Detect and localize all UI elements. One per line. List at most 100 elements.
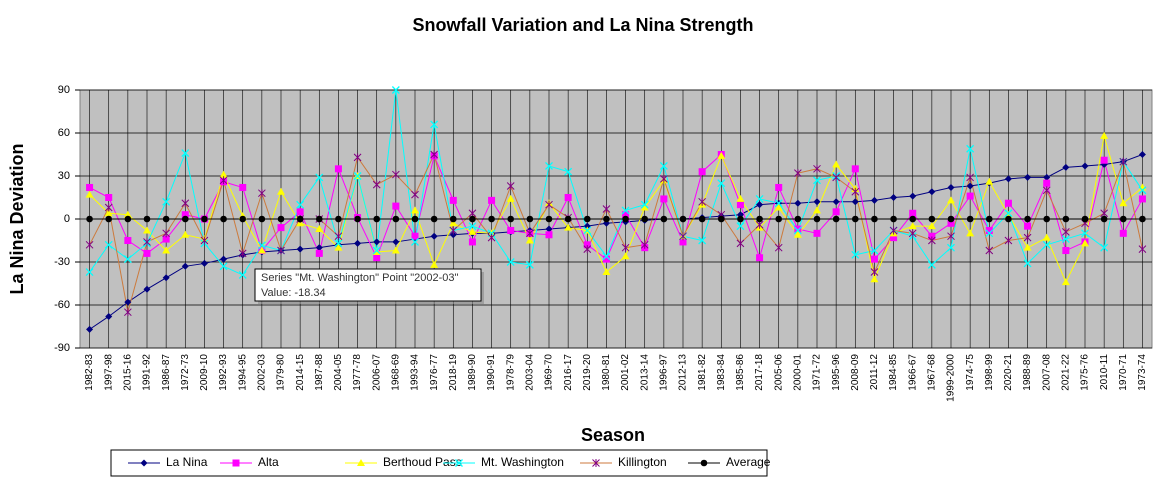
x-tick-label: 1984-85: [888, 354, 899, 391]
y-tick-label: -90: [54, 342, 70, 354]
point: [1043, 215, 1051, 223]
point: [603, 215, 610, 223]
point: [966, 229, 975, 237]
x-tick-label: 2014-15: [295, 354, 306, 391]
x-tick-label: 2005-06: [773, 354, 784, 391]
point: [315, 249, 323, 257]
point: [391, 86, 400, 94]
x-tick-label: 1970-71: [1118, 354, 1129, 391]
point: [1042, 233, 1051, 241]
point: [1024, 215, 1031, 223]
x-tick-label: 1988-89: [1022, 354, 1033, 391]
point: [545, 162, 553, 170]
point: [181, 230, 190, 238]
point: [928, 232, 936, 240]
point: [755, 194, 764, 203]
point: [506, 182, 515, 191]
point: [181, 262, 189, 270]
point: [181, 149, 190, 158]
point: [181, 215, 189, 223]
x-tick-label: 1982-83: [84, 354, 95, 391]
point: [86, 183, 94, 191]
x-tick-label: 2007-08: [1041, 354, 1052, 391]
point: [526, 229, 534, 238]
point: [257, 246, 266, 254]
legend-label: Average: [726, 455, 771, 469]
point: [219, 262, 228, 271]
point: [966, 215, 974, 223]
legend-label: Berthoud Pass: [383, 455, 462, 469]
point: [220, 255, 228, 263]
point: [736, 222, 745, 231]
x-tick-label: 1974-75: [965, 354, 976, 391]
point: [353, 172, 362, 180]
point: [372, 246, 381, 255]
x-tick-label: 1978-79: [505, 354, 516, 391]
point: [162, 246, 171, 254]
point: [124, 308, 132, 317]
point: [124, 237, 132, 244]
point: [372, 180, 381, 189]
point: [357, 459, 365, 466]
point: [200, 236, 209, 245]
point: [373, 215, 381, 223]
point: [947, 196, 955, 204]
point: [277, 187, 285, 195]
point: [909, 192, 917, 200]
x-tick-label: 1977-78: [352, 354, 363, 391]
point: [813, 229, 821, 237]
x-tick-label: 2018-19: [448, 354, 459, 391]
x-tick-label: 1980-81: [601, 354, 612, 391]
tooltip-box: [254, 268, 482, 302]
point: [334, 232, 343, 241]
point: [1043, 179, 1051, 187]
series-line: [89, 135, 1143, 284]
x-tick-label: 2009-10: [199, 354, 210, 391]
point: [737, 215, 744, 223]
point: [756, 215, 763, 223]
point: [1119, 229, 1127, 237]
legend-entries: La Nina Alta Berthoud Pass Mt. Washington Ki…: [128, 455, 771, 469]
x-tick-label: 1973-74: [1137, 354, 1148, 391]
x-tick-label: 1971-72: [812, 354, 823, 391]
x-tick-label: 2020-21: [1003, 354, 1014, 391]
point: [525, 260, 534, 269]
x-tick-label: 1990-91: [486, 354, 497, 391]
point: [1119, 215, 1127, 223]
point: [870, 255, 878, 263]
y-tick-label: -30: [54, 256, 70, 268]
x-tick-label: 1983-84: [716, 354, 727, 391]
point: [124, 215, 132, 223]
point: [659, 162, 668, 170]
point: [85, 190, 94, 198]
point: [622, 215, 629, 223]
point: [679, 238, 687, 246]
point: [200, 259, 208, 267]
point: [85, 240, 94, 249]
point: [411, 237, 419, 246]
point: [1062, 215, 1070, 223]
point: [966, 173, 974, 182]
chart-title: Snowfall Variation and La Nina Strength: [412, 15, 753, 35]
point: [392, 238, 400, 246]
point: [832, 198, 840, 206]
point: [717, 179, 726, 188]
point: [889, 226, 898, 235]
point: [736, 239, 745, 248]
point: [756, 254, 764, 262]
point: [1024, 173, 1032, 181]
point: [775, 183, 783, 191]
x-tick-label: 2012-13: [678, 354, 689, 391]
point: [334, 243, 343, 251]
point: [162, 235, 170, 243]
series-layer: [85, 86, 1147, 333]
point: [391, 246, 400, 254]
point: [794, 169, 802, 178]
point: [621, 252, 630, 260]
point: [162, 197, 171, 206]
point: [468, 222, 477, 231]
point: [793, 226, 802, 235]
point: [985, 246, 994, 255]
point: [123, 255, 132, 264]
